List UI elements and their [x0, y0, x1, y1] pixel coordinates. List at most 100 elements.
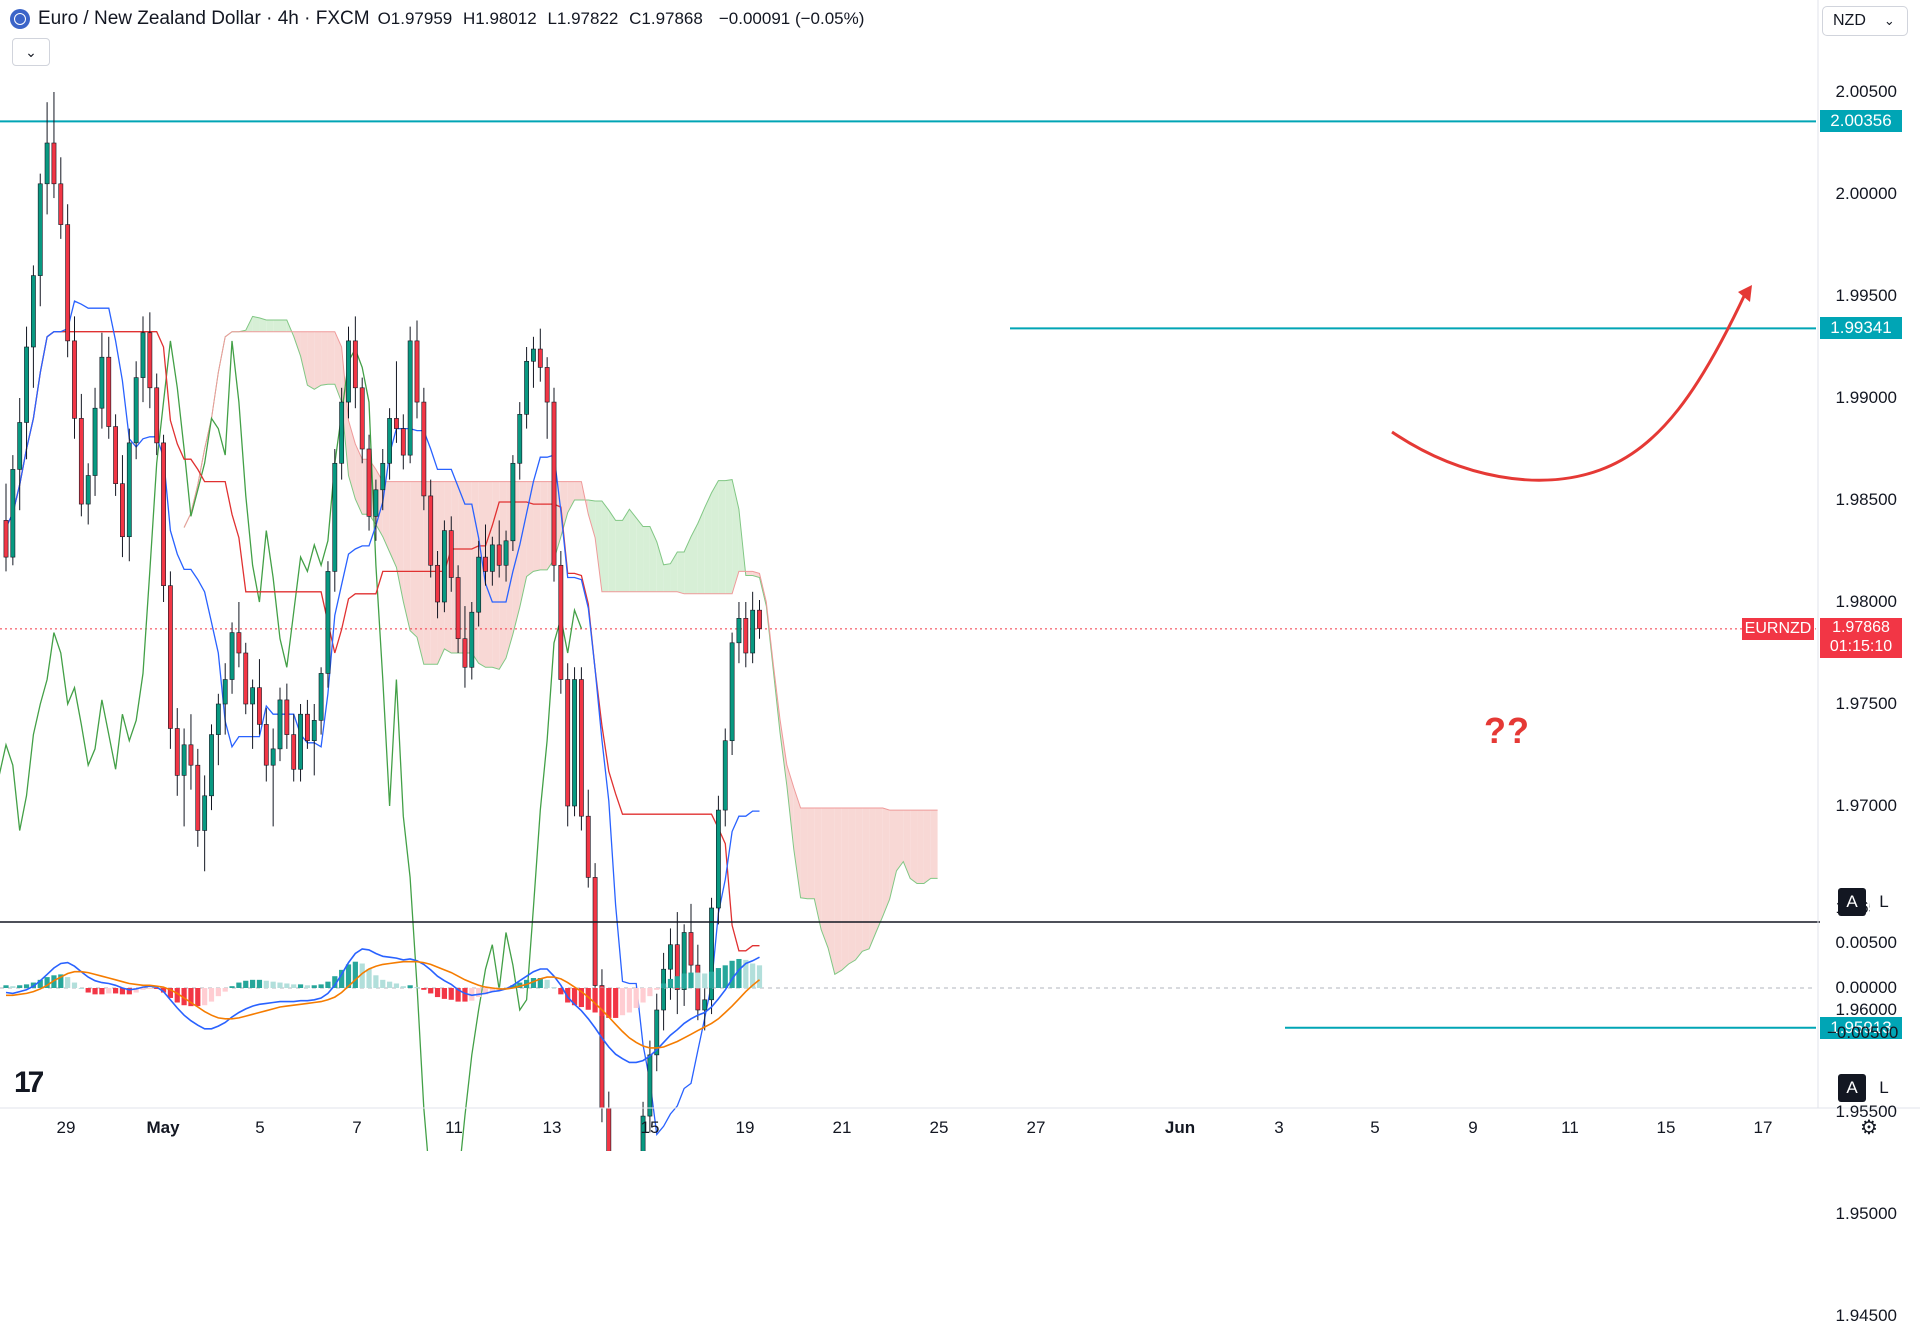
candle-body: [469, 611, 475, 668]
macd-histogram-bar: [633, 988, 639, 1008]
macd-tick-label: 0.00500: [1835, 932, 1897, 952]
cloud-segment: [821, 808, 828, 948]
cloud-segment: [608, 510, 616, 592]
macd-histogram-bar: [606, 988, 612, 1018]
macd-histogram-bar: [729, 960, 735, 988]
forecast-arrow: [1391, 285, 1752, 482]
candle-body: [51, 142, 57, 185]
macd-histogram-bar: [750, 963, 756, 988]
tenkan-sen-line: [5, 300, 760, 1136]
cloud-segment: [704, 492, 712, 594]
tradingview-logo[interactable]: 17: [14, 1066, 44, 1099]
macd-histogram-bar: [722, 965, 728, 988]
candle-body: [236, 632, 242, 654]
cloud-segment: [410, 481, 417, 638]
macd-histogram-bar: [681, 973, 687, 988]
collapse-legend-button[interactable]: ⌄: [12, 38, 50, 66]
candle-body: [243, 652, 249, 705]
macd-log-scale-button[interactable]: L: [1870, 1074, 1898, 1102]
auto-scale-button[interactable]: A: [1838, 888, 1866, 916]
price-chart[interactable]: [0, 0, 1920, 1151]
time-tick-label: 9: [1468, 1118, 1478, 1137]
cloud-segment: [800, 808, 808, 899]
candle-body: [332, 462, 338, 572]
horizontal-levels[interactable]: [0, 120, 1818, 1029]
current-price-value: 1.97868: [1832, 618, 1890, 636]
macd-auto-scale-button[interactable]: A: [1838, 1074, 1866, 1102]
candle-body: [380, 462, 386, 491]
macd-histogram-bar: [489, 988, 495, 992]
cloud-segment: [930, 810, 938, 879]
time-tick-label: 5: [1370, 1118, 1380, 1137]
cloud-segment: [533, 481, 541, 572]
macd-histogram-bar: [311, 985, 317, 988]
macd-histogram-bar: [407, 985, 413, 988]
macd-histogram-bar: [140, 988, 146, 990]
candle-body: [517, 414, 523, 464]
candle-body: [592, 877, 598, 986]
price-tick-label: 1.94500: [1835, 1306, 1897, 1325]
candle-body: [222, 679, 228, 705]
macd-histogram-bar: [400, 986, 406, 988]
candle-body: [263, 724, 269, 766]
candle-body: [428, 495, 434, 566]
cloud-segment: [793, 787, 801, 898]
cloud-segment: [595, 501, 602, 592]
macd-histogram-bar: [448, 988, 454, 1000]
macd-histogram-bar: [428, 988, 434, 994]
log-scale-button[interactable]: L: [1870, 888, 1898, 916]
change-value: −0.00091 (−0.05%): [718, 9, 865, 28]
macd-histogram-bar: [78, 988, 84, 989]
cloud-segment: [259, 317, 267, 332]
cloud-segment: [828, 808, 835, 975]
price-tick-label: 1.95000: [1835, 1204, 1897, 1223]
candle-body: [291, 734, 297, 770]
time-tick-label: 7: [352, 1118, 362, 1137]
cloud-segment: [601, 501, 609, 592]
candle-body: [168, 585, 173, 729]
macd-histogram-bar: [181, 988, 187, 1006]
high-value: 1.98012: [475, 9, 537, 28]
macd-histogram-bar: [393, 983, 400, 988]
cloud-segment: [334, 331, 342, 403]
candle-body: [359, 387, 365, 450]
cloud-segment: [478, 481, 486, 668]
macd-histogram-bar: [667, 978, 674, 988]
candlesticks[interactable]: [3, 92, 762, 1151]
cloud-segment: [684, 536, 691, 594]
macd-histogram-bar: [359, 963, 365, 988]
macd-histogram-bar: [222, 988, 228, 992]
cloud-segment: [725, 479, 733, 594]
macd-histogram-bar: [3, 985, 9, 988]
cloud-segment: [444, 481, 452, 653]
candle-body: [250, 687, 255, 705]
cloud-segment: [670, 552, 678, 592]
forecast-arrow-curve: [1391, 291, 1748, 482]
chevron-down-icon: ⌄: [25, 43, 37, 60]
cloud-segment: [841, 808, 849, 971]
candle-body: [496, 544, 502, 566]
macd-histogram-bar: [58, 974, 64, 988]
candle-body: [674, 944, 680, 990]
price-tick-label: 1.95500: [1835, 1102, 1897, 1121]
symbol-title[interactable]: Euro / New Zealand Dollar · 4h · FXCM: [38, 8, 370, 29]
candle-body: [24, 346, 29, 423]
cloud-segment: [923, 810, 931, 884]
signal-line: [6, 960, 760, 1049]
symbol-price-tag: EURNZD: [1742, 617, 1814, 640]
cloud-segment: [403, 481, 411, 631]
macd-histogram-bar: [695, 972, 701, 988]
macd-histogram-bar: [482, 988, 489, 995]
macd-line: [5, 948, 760, 1064]
candle-body: [572, 679, 577, 807]
candle-body: [531, 348, 536, 362]
cloud-segment: [437, 481, 445, 665]
macd-histogram-bar: [85, 988, 91, 993]
candle-body: [154, 387, 160, 444]
candle-body: [339, 401, 345, 464]
candle-body: [181, 744, 187, 776]
cloud-segment: [588, 500, 596, 538]
settings-gear-icon[interactable]: ⚙: [1860, 1116, 1878, 1139]
macd-histogram-bar: [284, 983, 290, 988]
currency-selector[interactable]: NZD ⌄: [1822, 6, 1908, 36]
